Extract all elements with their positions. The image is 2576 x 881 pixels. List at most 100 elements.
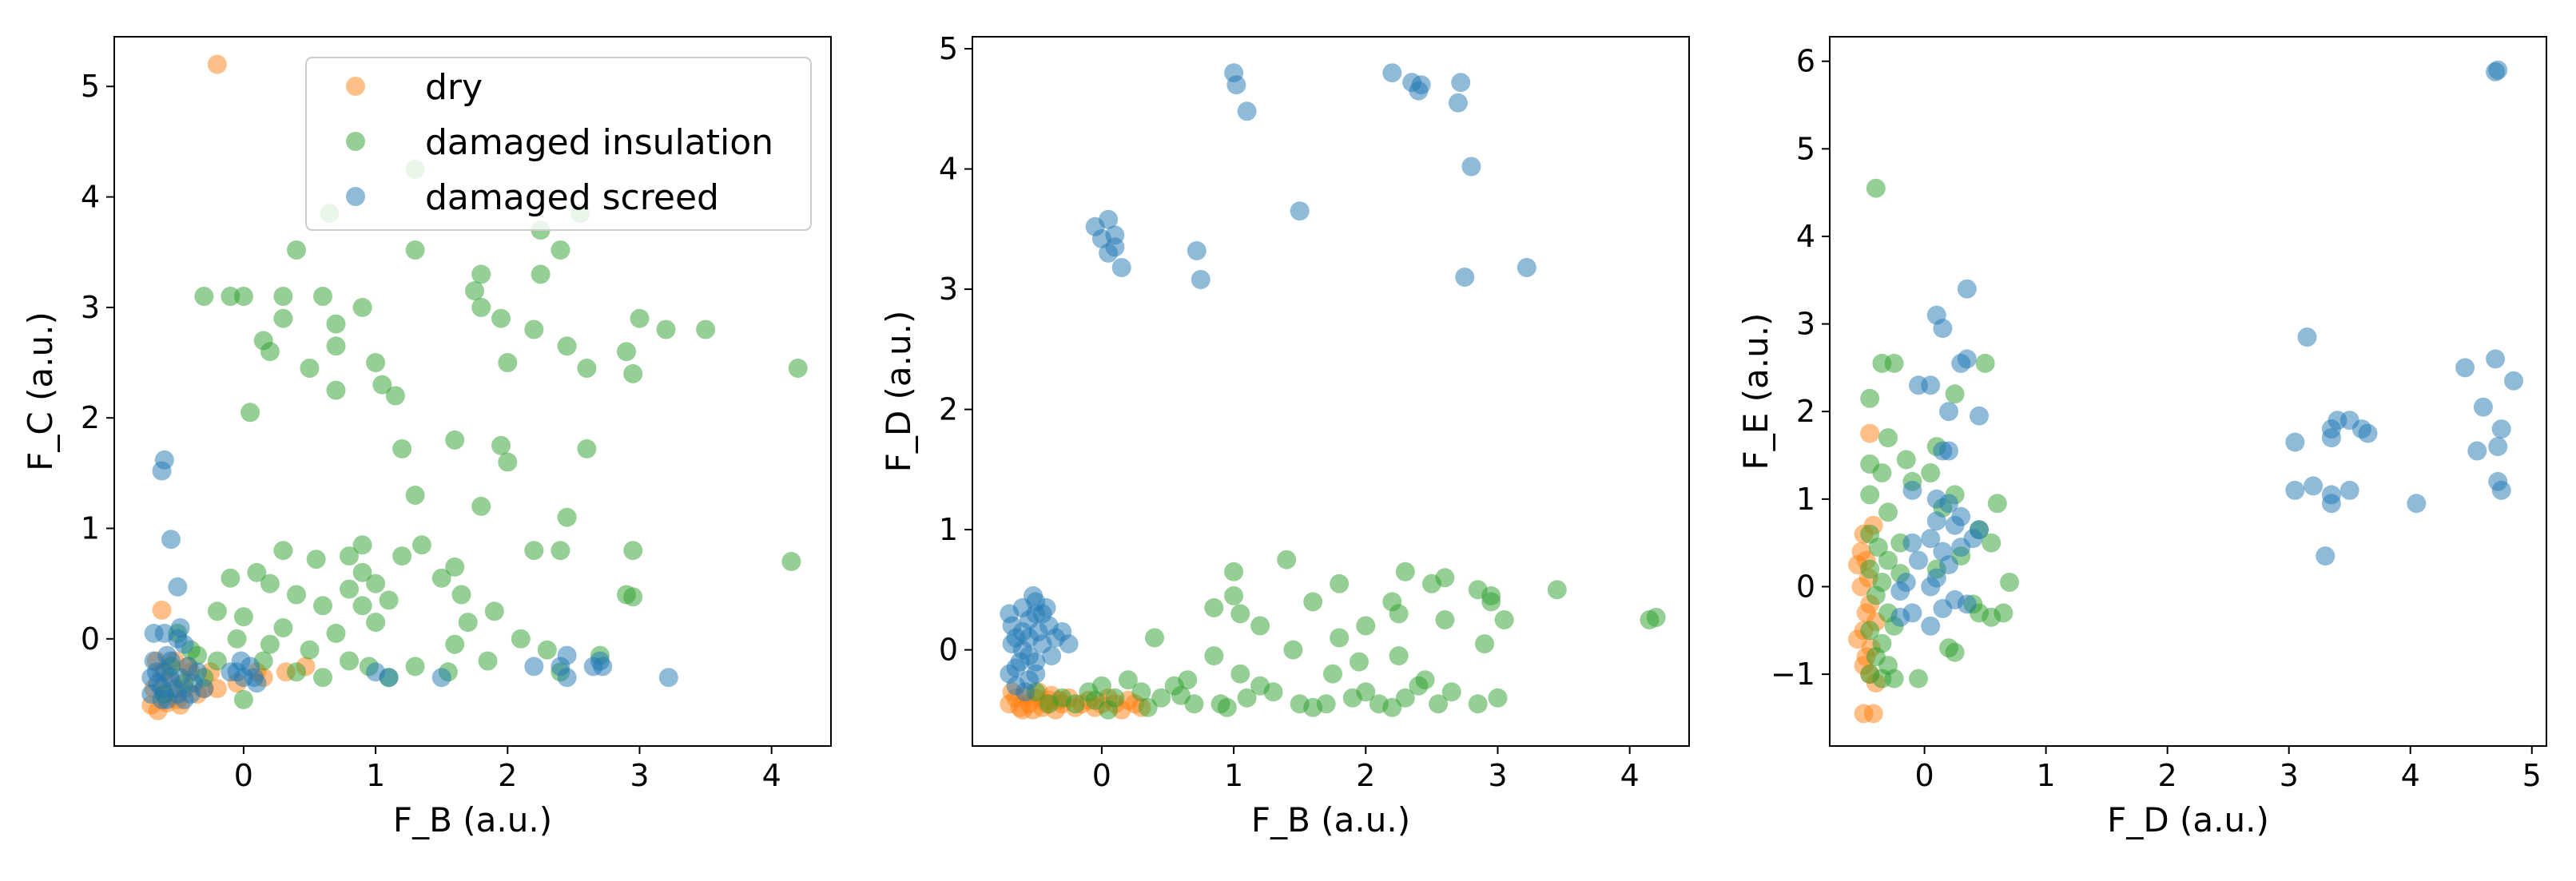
point-damaged-insulation	[247, 562, 267, 582]
point-damaged-insulation	[471, 297, 491, 317]
y-axis: 0 1 2 3 4 5	[939, 31, 972, 668]
point-damaged-screed	[1902, 533, 1922, 553]
x-tick-label: 2	[498, 758, 517, 793]
panel-fb-vs-fd: 0 1 2 3 4 0 1 2 3 4 5 F_B (a.u.) F_D (a.u.)	[879, 31, 1690, 839]
point-damaged-screed	[1890, 607, 1910, 627]
point-damaged-insulation	[2000, 573, 2019, 592]
point-damaged-insulation	[1389, 604, 1409, 624]
legend-marker-damaged-insulation	[346, 132, 365, 151]
x-tick-label: 1	[2037, 758, 2056, 793]
point-damaged-insulation	[478, 651, 498, 671]
point-damaged-screed	[1382, 63, 1402, 83]
point-damaged-insulation	[1151, 688, 1171, 708]
point-damaged-screed	[2321, 494, 2341, 514]
legend-label: damaged insulation	[425, 122, 773, 163]
x-tick-label: 2	[2158, 758, 2177, 793]
point-damaged-screed	[2407, 494, 2427, 514]
point-damaged-insulation	[537, 640, 557, 660]
point-damaged-insulation	[352, 562, 372, 582]
point-damaged-insulation	[431, 568, 451, 588]
point-damaged-insulation	[498, 353, 518, 372]
point-damaged-insulation	[1945, 384, 1965, 404]
x-axis-title: F_B (a.u.)	[1251, 800, 1410, 839]
point-damaged-screed	[188, 662, 208, 682]
point-damaged-screed	[152, 689, 172, 709]
point-damaged-screed	[168, 577, 188, 597]
point-damaged-insulation	[1131, 682, 1151, 702]
point-damaged-insulation	[1868, 538, 1888, 558]
point-damaged-insulation	[313, 596, 332, 616]
point-damaged-insulation	[1866, 585, 1886, 605]
point-damaged-insulation	[233, 689, 253, 709]
point-damaged-insulation	[531, 264, 551, 284]
point-damaged-insulation	[233, 287, 253, 306]
point-damaged-insulation	[445, 634, 465, 654]
series-damaged-screed	[1890, 60, 2523, 636]
y-tick-label: 2	[1796, 394, 1815, 429]
y-tick-label: 6	[1796, 44, 1815, 79]
point-damaged-insulation	[551, 240, 570, 260]
point-damaged-insulation	[1283, 640, 1303, 660]
point-damaged-insulation	[287, 585, 306, 605]
point-damaged-screed	[174, 634, 194, 654]
point-damaged-insulation	[1860, 559, 1880, 579]
point-damaged-insulation	[405, 240, 425, 260]
y-tick-label: 3	[939, 272, 958, 307]
point-damaged-screed	[557, 645, 577, 665]
point-damaged-screed	[2473, 397, 2493, 417]
point-damaged-insulation	[1421, 573, 1441, 593]
point-damaged-screed	[1187, 240, 1207, 260]
point-damaged-insulation	[524, 319, 544, 339]
point-damaged-screed	[2285, 432, 2305, 452]
point-damaged-screed	[1890, 581, 1910, 601]
scatter-points	[141, 54, 808, 720]
point-damaged-screed	[1921, 375, 1941, 395]
point-damaged-screed	[1939, 555, 1958, 575]
y-tick-label: 0	[81, 621, 100, 657]
point-damaged-screed	[1921, 529, 1941, 549]
point-dry	[1856, 603, 1876, 623]
point-damaged-screed	[1016, 682, 1036, 702]
x-tick-label: 3	[2280, 758, 2299, 793]
point-damaged-screed	[144, 651, 164, 671]
point-damaged-insulation	[300, 359, 320, 378]
point-damaged-insulation	[372, 375, 392, 395]
point-damaged-insulation	[313, 668, 332, 688]
point-damaged-screed	[2358, 423, 2378, 443]
point-damaged-insulation	[1884, 669, 1904, 689]
point-damaged-screed	[431, 668, 451, 688]
point-damaged-insulation	[1145, 628, 1164, 648]
point-damaged-insulation	[1382, 697, 1402, 717]
point-dry	[152, 600, 172, 620]
point-damaged-insulation	[1896, 450, 1916, 470]
legend-marker-damaged-screed	[346, 187, 365, 206]
y-tick-label: 4	[939, 152, 958, 187]
y-tick-label: 4	[81, 180, 100, 215]
x-tick-label: 0	[234, 758, 253, 793]
point-damaged-screed	[2467, 441, 2487, 461]
x-tick-label: 4	[1620, 758, 1640, 793]
point-damaged-insulation	[788, 359, 808, 378]
point-damaged-insulation	[1945, 642, 1965, 662]
point-damaged-insulation	[340, 546, 359, 566]
point-damaged-screed	[2488, 60, 2508, 80]
point-damaged-insulation	[352, 297, 372, 317]
legend-label: dry	[425, 67, 483, 108]
y-tick-label: 1	[1796, 482, 1815, 517]
point-damaged-screed	[593, 657, 613, 677]
point-damaged-insulation	[1441, 682, 1461, 702]
point-damaged-insulation	[1356, 616, 1376, 636]
point-damaged-insulation	[1330, 628, 1350, 648]
scatter-points	[1848, 60, 2523, 724]
point-damaged-insulation	[366, 613, 386, 633]
point-damaged-insulation	[227, 629, 247, 649]
point-damaged-insulation	[405, 657, 425, 677]
point-damaged-screed	[221, 662, 241, 682]
point-damaged-screed	[1002, 634, 1022, 654]
legend-entry-damaged-screed: damaged screed	[346, 177, 719, 218]
x-tick-label: 2	[1356, 758, 1375, 793]
point-damaged-screed	[1111, 258, 1131, 277]
point-damaged-insulation	[511, 629, 531, 649]
point-damaged-insulation	[1303, 592, 1323, 612]
